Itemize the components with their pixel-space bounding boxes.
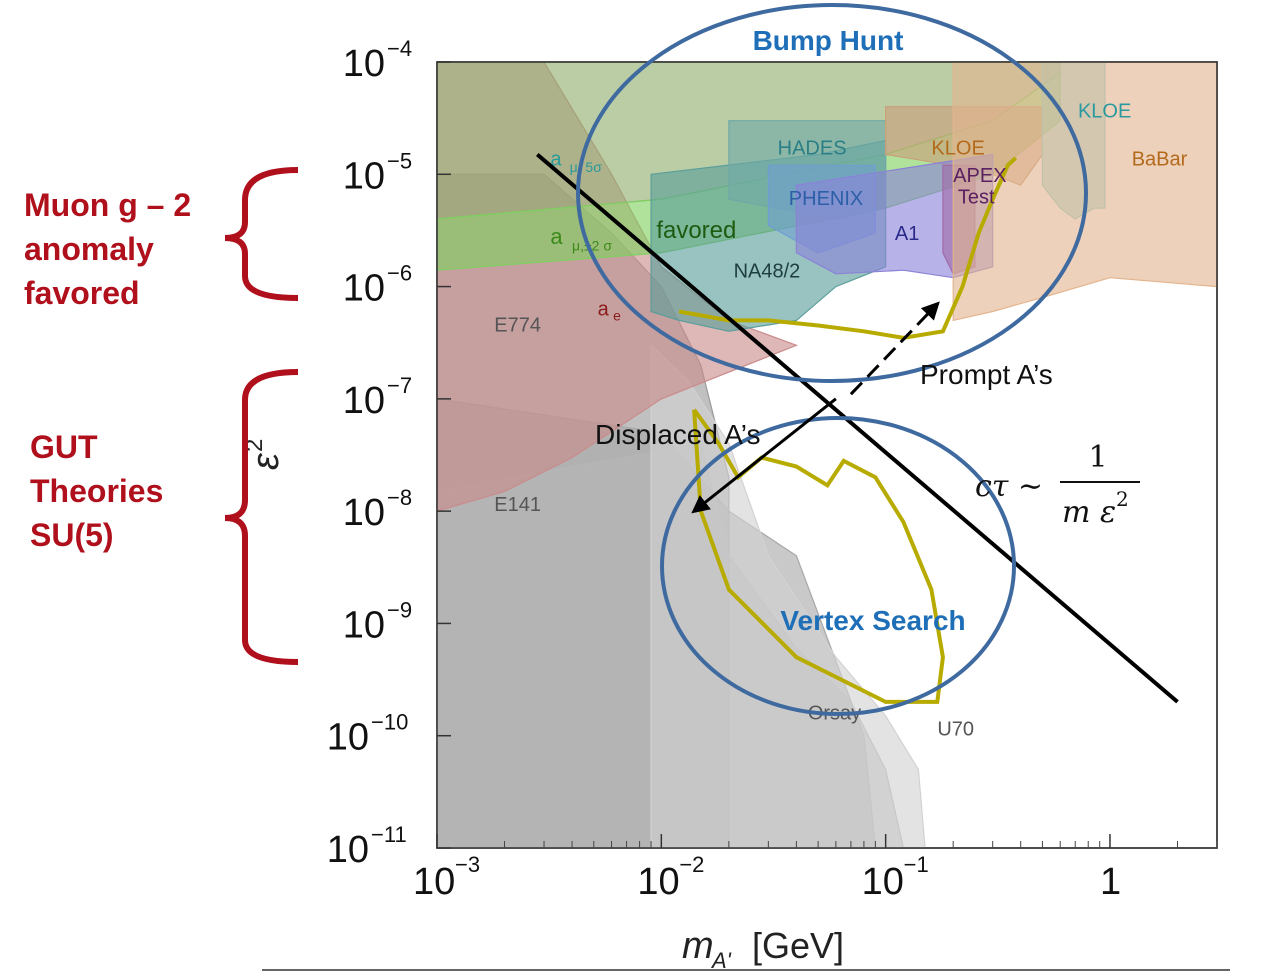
label-phenix: PHENIX <box>789 188 863 210</box>
label-amu2-sub: μ,±2 σ <box>572 237 612 253</box>
x-tick-label-1: 10 <box>637 861 679 903</box>
gut-label-line1: GUT <box>30 429 98 465</box>
y-tick-exp-4: −8 <box>387 485 412 510</box>
lifetime-formula: cτ ∼ 1 m ε 2 <box>975 440 1140 530</box>
y-tick-label-4: 10 <box>343 492 385 534</box>
prompt-label: Prompt A’s <box>920 359 1053 390</box>
gut-brace <box>224 369 299 665</box>
y-tick-label-2: 10 <box>343 268 385 310</box>
prompt-arrow <box>849 301 940 396</box>
x-tick-exp-0: −3 <box>455 852 480 877</box>
region-u70-3 <box>650 343 926 848</box>
y-tick-exp-3: −7 <box>387 373 412 398</box>
ctau-boundary-line <box>536 152 1179 704</box>
y-tick-exp-6: −10 <box>371 710 408 735</box>
y-tick-exp-2: −6 <box>387 261 412 286</box>
y-tick-label-1: 10 <box>343 155 385 197</box>
bump-hunt-circle <box>576 3 1088 383</box>
y-tick-label-7: 10 <box>327 829 369 871</box>
muon-label-line2: anomaly <box>24 231 154 267</box>
label-amu5-sub: μ, 5σ <box>570 159 603 175</box>
label-amu2-favored: favored <box>656 217 736 244</box>
label-hades: HADES <box>778 138 847 160</box>
y-tick-label-5: 10 <box>343 604 385 646</box>
muon-label-line3: favored <box>24 275 140 311</box>
label-na48: NA48/2 <box>734 261 801 283</box>
plot-frame-border <box>436 61 1218 849</box>
label-e774: E774 <box>494 314 541 336</box>
gut-label-line2: Theories <box>30 473 163 509</box>
vertex-search-circle <box>660 416 1016 716</box>
displaced-label: Displaced A’s <box>595 419 761 450</box>
x-axis-label-main: m <box>682 925 714 967</box>
x-axis-label-sub: A' <box>710 948 732 973</box>
y-tick-label-3: 10 <box>343 380 385 422</box>
muon-brace <box>224 167 299 301</box>
x-tick-label-0: 10 <box>413 861 455 903</box>
y-tick-exp-0: −4 <box>387 36 412 61</box>
excluded-regions <box>437 62 1217 848</box>
label-u70: U70 <box>937 719 974 741</box>
gut-label-line3: SU(5) <box>30 517 114 553</box>
x-axis-label-unit: [GeV] <box>752 925 844 966</box>
label-apex: APEX <box>953 165 1006 187</box>
x-tick-exp-2: −1 <box>904 852 929 877</box>
label-ae-sub: e <box>613 307 621 323</box>
formula-denominator-exp: 2 <box>1116 487 1129 511</box>
y-tick-exp-1: −5 <box>387 148 412 173</box>
label-e141: E141 <box>494 494 541 516</box>
muon-anomaly-group: Muon g – 2 anomaly favored <box>24 167 299 311</box>
label-babar: BaBar <box>1132 148 1188 170</box>
y-tick-label-0: 10 <box>343 43 385 85</box>
label-kloe: KLOE <box>931 138 984 160</box>
bump-hunt-title: Bump Hunt <box>753 25 904 56</box>
displaced-arrow <box>691 397 837 514</box>
vertex-search-title: Vertex Search <box>780 605 965 636</box>
label-a1: A1 <box>895 223 919 245</box>
muon-label-line1: Muon g – 2 <box>24 187 191 223</box>
y-tick-label-6: 10 <box>327 717 369 759</box>
axis-ticks: 10 −3 10 −2 10 −1 110−410−510−610−710−810 −910−… <box>327 36 1218 903</box>
label-ae: a <box>598 299 610 321</box>
label-kloe-high: KLOE <box>1078 101 1131 123</box>
x-tick-exp-1: −2 <box>679 852 704 877</box>
label-apex-test: Test <box>958 186 995 208</box>
formula-numerator: 1 <box>1088 440 1107 475</box>
curve-bump-hunt-reach <box>678 156 1018 340</box>
label-amu2: a <box>550 224 563 249</box>
x-tick-label-3: 1 <box>1100 861 1121 903</box>
y-axis-label-main: ε <box>245 452 287 470</box>
y-tick-exp-7: −11 <box>371 822 407 847</box>
y-tick-exp-5: −9 <box>387 597 412 622</box>
formula-denominator: m ε <box>1062 495 1116 530</box>
x-tick-label-2: 10 <box>862 861 904 903</box>
gut-theories-group: GUT Theories SU(5) <box>30 369 299 665</box>
x-axis-label: m A' [GeV] <box>682 925 844 973</box>
formula-lhs: cτ ∼ <box>975 469 1043 504</box>
label-amu5: a <box>550 148 562 170</box>
